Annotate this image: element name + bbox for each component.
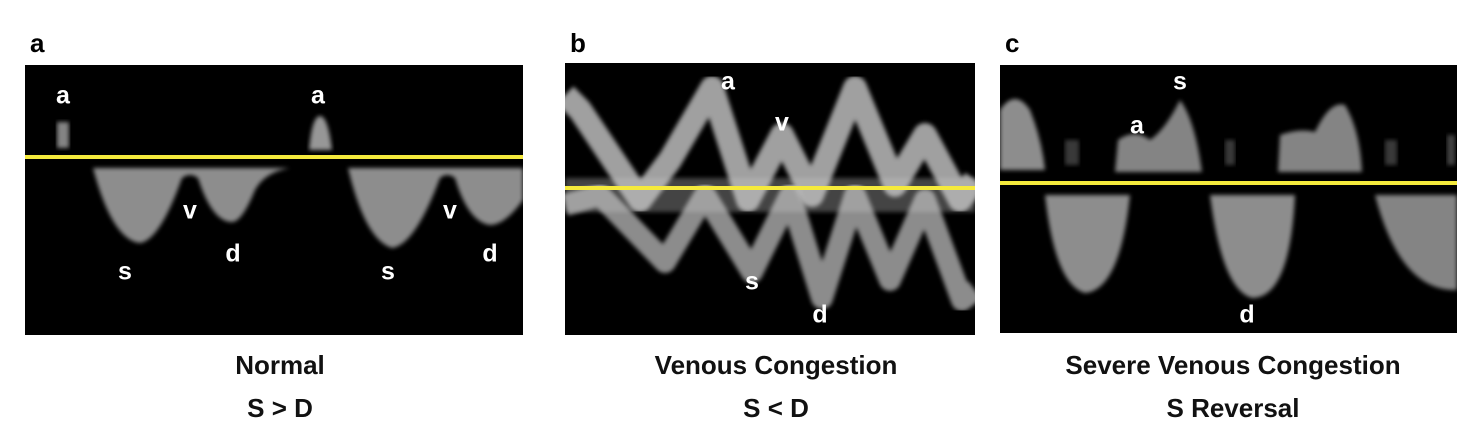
panel-letter: c: [1005, 28, 1019, 58]
wave-label: d: [812, 301, 827, 329]
wave-label: a: [1130, 112, 1145, 140]
panel-letter: b: [570, 28, 586, 58]
wave-label: d: [482, 240, 497, 268]
wave-label: v: [775, 109, 789, 137]
caption: Normal: [235, 350, 325, 380]
panel-c: c s a d Severe Venous Congestion S Rever…: [1000, 28, 1457, 423]
wave-label: v: [443, 197, 457, 225]
panel-b: b a v s d Venous Congestion S < D: [565, 28, 975, 423]
caption: S Reversal: [1167, 393, 1300, 423]
waveform: [1000, 99, 1457, 298]
wave-label: a: [56, 82, 71, 110]
wave-label: d: [225, 240, 240, 268]
wave-label: a: [721, 68, 736, 96]
wave-label: v: [183, 197, 197, 225]
caption: S > D: [247, 393, 313, 423]
caption: Venous Congestion: [655, 350, 898, 380]
caption: S < D: [743, 393, 809, 423]
wave-label: d: [1239, 301, 1254, 329]
wave-label: s: [118, 258, 132, 286]
wave-label: s: [745, 268, 759, 296]
waveform: [57, 116, 523, 248]
wave-label: a: [311, 82, 326, 110]
panel-a: a a a v s d s v d Normal S > D: [25, 28, 523, 423]
wave-label: s: [381, 258, 395, 286]
caption: Severe Venous Congestion: [1065, 350, 1400, 380]
waveform: [565, 76, 975, 311]
wave-label: s: [1173, 68, 1187, 96]
panel-letter: a: [30, 28, 45, 58]
